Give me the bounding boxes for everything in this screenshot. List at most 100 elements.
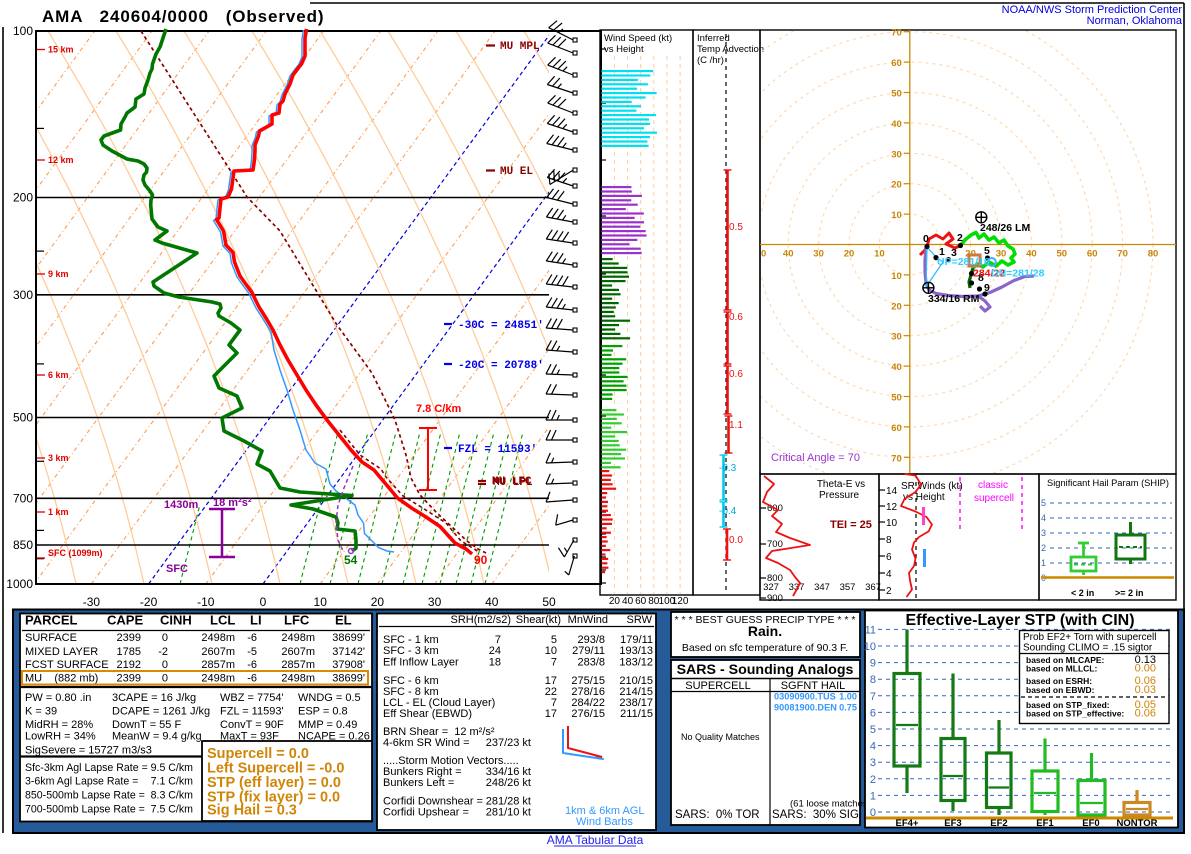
svg-text:MU LPL: MU LPL: [493, 477, 533, 489]
svg-text:Effective-Layer STP (with CIN): Effective-Layer STP (with CIN): [905, 612, 1134, 629]
svg-text:WNDG = 0.5: WNDG = 0.5: [298, 692, 361, 704]
svg-text:SFC: SFC: [166, 563, 188, 575]
svg-text:300: 300: [13, 288, 33, 302]
svg-text:FZL = 11593': FZL = 11593': [458, 444, 537, 456]
svg-text:11: 11: [865, 624, 876, 636]
svg-text:281/28 kt: 281/28 kt: [486, 796, 531, 808]
svg-text:54: 54: [344, 553, 358, 567]
svg-text:20: 20: [891, 301, 902, 312]
svg-text:based on STP_effective:: based on STP_effective:: [1026, 709, 1124, 719]
svg-text:2498m: 2498m: [201, 673, 235, 685]
svg-text:4: 4: [1041, 513, 1046, 523]
svg-text:200: 200: [13, 191, 33, 205]
svg-text:03090900.TUS: 03090900.TUS: [774, 692, 836, 702]
svg-text:SARS: 0% TOR: SARS: 0% TOR: [675, 809, 760, 821]
svg-text:LI: LI: [250, 613, 262, 628]
svg-text:367: 367: [865, 582, 881, 593]
svg-text:850-500mb Lapse Rate =: 850-500mb Lapse Rate =: [25, 790, 145, 802]
svg-text:Norman, Oklahoma: Norman, Oklahoma: [1087, 15, 1183, 27]
svg-text:BRN Shear = 12 m²/s²: BRN Shear = 12 m²/s²: [383, 726, 495, 738]
svg-text:30: 30: [891, 332, 902, 343]
svg-text:183/12: 183/12: [619, 657, 653, 669]
svg-text:FCST SURFACE: FCST SURFACE: [25, 659, 109, 671]
svg-text:SFC - 8 km: SFC - 8 km: [383, 686, 439, 698]
svg-text:40: 40: [622, 596, 634, 607]
svg-text:0: 0: [162, 632, 168, 644]
svg-text:2857m: 2857m: [201, 659, 235, 671]
svg-text:LCL: LCL: [210, 613, 235, 628]
svg-text:4: 4: [870, 741, 876, 753]
svg-text:9: 9: [984, 282, 990, 294]
svg-text:30: 30: [891, 149, 902, 160]
svg-text:90: 90: [474, 553, 488, 567]
svg-text:700: 700: [767, 539, 783, 550]
svg-text:>= 2 in: >= 2 in: [1115, 588, 1144, 598]
svg-text:3: 3: [951, 247, 957, 259]
svg-text:Shear(kt): Shear(kt): [516, 614, 561, 626]
svg-text:10: 10: [891, 271, 902, 282]
svg-text:Sounding CLIMO = .15 sigtor: Sounding CLIMO = .15 sigtor: [1023, 643, 1153, 654]
svg-text:Theta-E vs: Theta-E vs: [817, 479, 865, 490]
svg-text:6: 6: [886, 552, 892, 563]
svg-text:2: 2: [1041, 543, 1046, 553]
svg-text:0.5: 0.5: [729, 222, 743, 233]
svg-text:10: 10: [545, 645, 557, 657]
svg-text:SR Winds (kt): SR Winds (kt): [901, 481, 963, 492]
svg-text:0.13: 0.13: [1135, 654, 1156, 666]
svg-text:MU MPL: MU MPL: [500, 41, 540, 53]
svg-text:210/15: 210/15: [619, 675, 653, 687]
svg-text:SARS - Sounding Analogs: SARS - Sounding Analogs: [677, 662, 854, 678]
svg-text:10: 10: [314, 595, 328, 609]
svg-text:3 km: 3 km: [48, 453, 69, 463]
svg-text:50: 50: [891, 89, 902, 100]
svg-text:Corfidi Upshear =: Corfidi Upshear =: [383, 807, 469, 819]
svg-text:6 km: 6 km: [48, 370, 69, 380]
svg-text:60: 60: [891, 423, 902, 434]
svg-text:1.1: 1.1: [729, 420, 743, 431]
svg-text:0.6: 0.6: [729, 312, 743, 323]
svg-text:5: 5: [551, 634, 557, 646]
svg-text:MidRH = 28%: MidRH = 28%: [25, 719, 93, 731]
svg-text:SGFNT HAIL: SGFNT HAIL: [781, 680, 846, 692]
svg-text:based on ESRH:: based on ESRH:: [1026, 676, 1092, 686]
svg-text:337: 337: [789, 582, 805, 593]
svg-text:279/11: 279/11: [572, 645, 605, 657]
svg-text:4: 4: [886, 569, 892, 580]
svg-text:2192: 2192: [117, 659, 141, 671]
svg-text:0.06: 0.06: [1135, 675, 1156, 687]
svg-text:MU EL: MU EL: [500, 166, 533, 178]
svg-text:37908': 37908': [332, 659, 365, 671]
svg-text:0: 0: [162, 659, 168, 671]
svg-text:2399: 2399: [117, 673, 141, 685]
svg-text:1 km: 1 km: [48, 507, 69, 517]
svg-text:20: 20: [844, 249, 855, 260]
svg-text:30: 30: [813, 249, 824, 260]
svg-text:PARCEL: PARCEL: [25, 613, 78, 628]
svg-text:700: 700: [13, 491, 33, 505]
svg-text:DownT = 55 F: DownT = 55 F: [112, 719, 181, 731]
svg-text:Corfidi Downshear =: Corfidi Downshear =: [383, 796, 483, 808]
svg-text:K = 39: K = 39: [25, 706, 57, 718]
svg-text:10: 10: [886, 518, 898, 529]
svg-text:MnWind: MnWind: [568, 614, 608, 626]
svg-text:20: 20: [371, 595, 385, 609]
svg-text:5: 5: [870, 724, 876, 736]
svg-text:7: 7: [551, 657, 557, 669]
svg-text:PW = 0.80 .in: PW = 0.80 .in: [25, 692, 91, 704]
svg-text:60: 60: [1087, 249, 1098, 260]
svg-text:211/15: 211/15: [620, 708, 653, 720]
svg-text:< 2 in: < 2 in: [1071, 588, 1094, 598]
svg-text:Bunkers Right =: Bunkers Right =: [383, 766, 462, 778]
svg-text:3: 3: [870, 757, 876, 769]
svg-text:Based on sfc temperature of 90: Based on sfc temperature of 90.3 F.: [682, 642, 848, 654]
svg-text:Prob EF2+ Torn with supercell: Prob EF2+ Torn with supercell: [1023, 632, 1157, 643]
svg-text:10: 10: [874, 249, 885, 260]
svg-text:1: 1: [870, 790, 876, 802]
svg-text:MMP = 0.49: MMP = 0.49: [298, 719, 357, 731]
svg-text:293/8: 293/8: [577, 634, 605, 646]
svg-text:18 m²s²: 18 m²s²: [213, 497, 252, 509]
svg-text:40: 40: [783, 249, 794, 260]
svg-text:Significant Hail Param (SHIP): Significant Hail Param (SHIP): [1047, 478, 1169, 488]
svg-text:Sig Hail = 0.3: Sig Hail = 0.3: [207, 803, 297, 819]
svg-text:MIXED LAYER: MIXED LAYER: [25, 646, 98, 658]
